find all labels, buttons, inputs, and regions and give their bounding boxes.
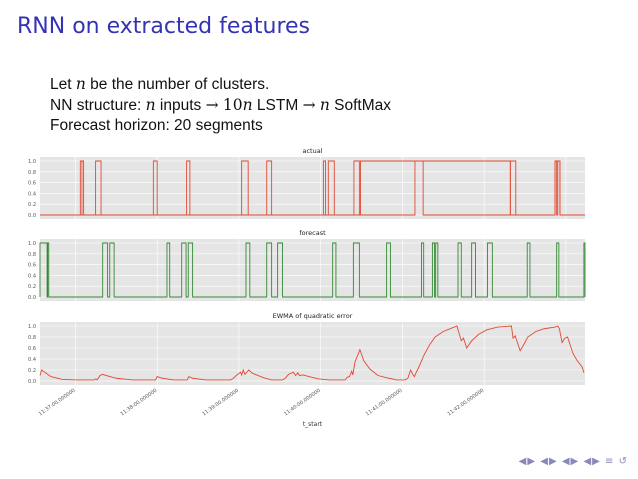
arrow-1: → (205, 96, 219, 114)
nav-next-slide-icon[interactable]: ▶ (592, 456, 601, 467)
y-tick-label: 0.4 (28, 357, 36, 363)
nav-next-subsection-icon[interactable]: ▶ (548, 456, 558, 467)
var-n-softmax: n (319, 96, 330, 114)
y-tick-label: 0.2 (28, 284, 36, 290)
nav-next-frame-icon[interactable]: ▶ (527, 456, 537, 467)
var-n-lstm: n (242, 96, 253, 114)
nav-prev-slide-icon[interactable]: ◀ (583, 456, 593, 467)
var-n: n (75, 75, 86, 93)
panel-title: EWMA of quadratic error (273, 312, 353, 320)
line-structure: NN structure: n inputs → 10n LSTM → n So… (50, 95, 391, 116)
arrow-2: → (302, 96, 316, 114)
x-tick-label: 11:37:00.000000 (38, 388, 77, 418)
y-tick-label: 0.0 (28, 295, 36, 301)
plot-area-1 (40, 239, 585, 301)
x-tick-label: 11:39:00.000000 (201, 388, 240, 418)
nav-search-icon[interactable]: ↺ (618, 456, 628, 467)
nav-toc-icon[interactable]: ≡ (605, 456, 615, 467)
y-tick-label: 0.8 (28, 252, 36, 258)
line-horizon: Forecast horizon: 20 segments (50, 117, 263, 134)
x-tick-label: 11:38:00.000000 (120, 388, 159, 418)
y-tick-label: 1.0 (28, 159, 36, 165)
y-tick-label: 0.2 (28, 202, 36, 208)
panel-title: forecast (299, 229, 326, 237)
y-tick-label: 1.0 (28, 324, 36, 330)
y-tick-label: 0.2 (28, 368, 36, 374)
y-tick-label: 0.4 (28, 273, 36, 279)
y-tick-label: 0.6 (28, 181, 36, 187)
y-tick-label: 0.6 (28, 263, 36, 269)
line1-pre: Let (50, 76, 76, 93)
series-line-steps (40, 160, 585, 216)
line2-pre: NN structure: (50, 97, 146, 114)
line2-mid2: LSTM (252, 97, 303, 114)
num-10: 10 (222, 96, 243, 114)
plot-area-2 (40, 322, 585, 385)
x-tick-label: 11:42:00.000000 (447, 388, 486, 418)
panel-title: actual (302, 147, 322, 155)
line-clusters: Let n be the number of clusters. (50, 74, 391, 95)
y-tick-label: 1.0 (28, 241, 36, 247)
x-tick-label: 11:41:00.000000 (365, 388, 404, 418)
series-line-forecast (39, 242, 586, 298)
y-tick-label: 0.0 (28, 379, 36, 385)
y-tick-label: 0.6 (28, 346, 36, 352)
y-tick-label: 0.0 (28, 213, 36, 219)
nav-prev-frame-icon[interactable]: ◀ (518, 456, 528, 467)
line1-post: be the number of clusters. (85, 76, 270, 93)
beamer-navigation: ◀▶ ◀▶ ◀▶ ◀▶ ≡ ↺ (519, 456, 628, 467)
var-n-inputs: n (145, 96, 156, 114)
nav-prev-subsection-icon[interactable]: ◀ (540, 456, 549, 467)
slide-title: RNN on extracted features (17, 14, 311, 39)
slide-body: Let n be the number of clusters. NN stru… (50, 74, 391, 136)
nav-next-section-icon[interactable]: ▶ (570, 456, 580, 467)
plot-area-0 (40, 157, 585, 219)
series-line-ewma (39, 325, 585, 381)
y-tick-label: 0.8 (28, 170, 36, 176)
x-axis-label: t_start (303, 421, 323, 428)
line2-mid1: inputs (155, 97, 206, 114)
nav-prev-section-icon[interactable]: ◀ (561, 456, 571, 467)
y-tick-label: 0.8 (28, 335, 36, 341)
y-tick-label: 0.4 (28, 191, 36, 197)
line2-post: SoftMax (329, 97, 392, 114)
x-tick-label: 11:40:00.000000 (283, 388, 322, 418)
